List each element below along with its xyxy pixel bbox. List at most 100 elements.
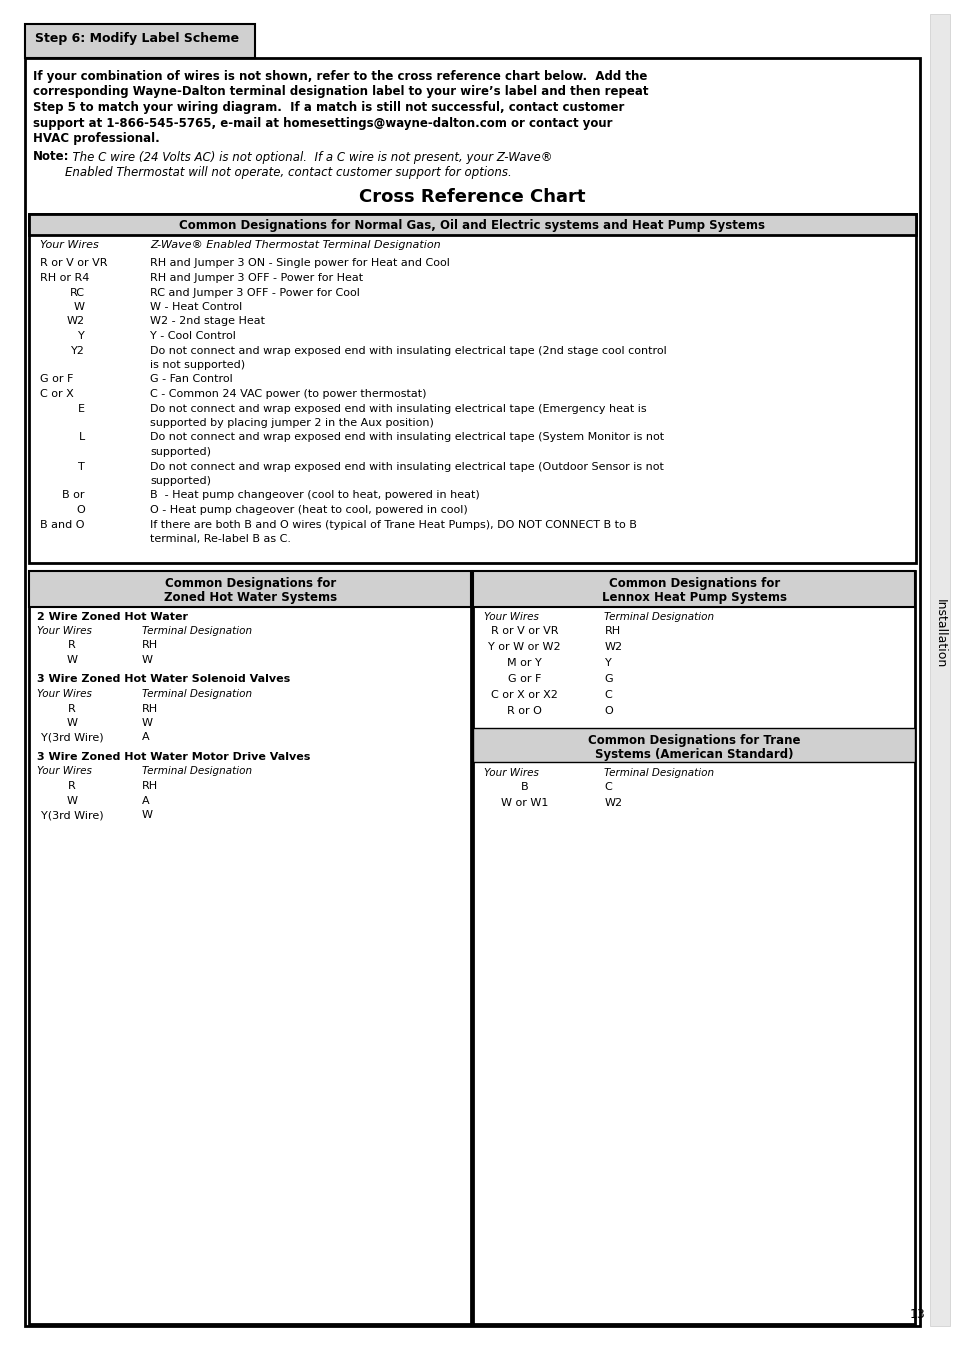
Text: W2: W2	[604, 799, 622, 808]
Text: A: A	[142, 733, 150, 742]
Text: R: R	[68, 781, 76, 791]
Text: Y2: Y2	[71, 345, 85, 356]
Text: G: G	[604, 674, 613, 684]
Text: If there are both B and O wires (typical of Trane Heat Pumps), DO NOT CONNECT B : If there are both B and O wires (typical…	[150, 520, 637, 529]
Text: 3 Wire Zoned Hot Water Motor Drive Valves: 3 Wire Zoned Hot Water Motor Drive Valve…	[37, 751, 310, 762]
Text: C or X or X2: C or X or X2	[491, 691, 558, 700]
Text: Your Wires: Your Wires	[37, 626, 91, 636]
Text: Y - Cool Control: Y - Cool Control	[150, 330, 235, 341]
Text: If your combination of wires is not shown, refer to the cross reference chart be: If your combination of wires is not show…	[33, 70, 647, 83]
Text: terminal, Re-label B as C.: terminal, Re-label B as C.	[150, 533, 291, 544]
Text: O: O	[604, 705, 613, 716]
Text: W: W	[142, 810, 152, 821]
Text: Terminal Designation: Terminal Designation	[604, 612, 714, 621]
Text: Step 5 to match your wiring diagram.  If a match is still not successful, contac: Step 5 to match your wiring diagram. If …	[33, 102, 623, 114]
Text: W2 - 2nd stage Heat: W2 - 2nd stage Heat	[150, 317, 265, 326]
Text: W - Heat Control: W - Heat Control	[150, 302, 242, 311]
Text: Systems (American Standard): Systems (American Standard)	[595, 747, 793, 761]
Text: W or W1: W or W1	[500, 799, 548, 808]
Text: Installation: Installation	[933, 600, 945, 669]
Text: Y: Y	[604, 658, 611, 668]
Text: Y: Y	[78, 330, 85, 341]
Text: supported): supported)	[150, 477, 211, 486]
Text: supported by placing jumper 2 in the Aux position): supported by placing jumper 2 in the Aux…	[150, 418, 434, 428]
Text: The C wire (24 Volts AC) is not optional.  If a C wire is not present, your Z-Wa: The C wire (24 Volts AC) is not optional…	[65, 150, 552, 164]
Text: RH: RH	[142, 704, 158, 714]
Text: Common Designations for Trane: Common Designations for Trane	[587, 734, 800, 747]
FancyBboxPatch shape	[29, 214, 915, 234]
Text: R or O: R or O	[507, 705, 541, 716]
FancyBboxPatch shape	[25, 24, 254, 58]
FancyBboxPatch shape	[473, 728, 914, 762]
Text: RC: RC	[70, 287, 85, 298]
Text: W: W	[67, 796, 77, 806]
Text: Do not connect and wrap exposed end with insulating electrical tape (Outdoor Sen: Do not connect and wrap exposed end with…	[150, 462, 663, 471]
FancyBboxPatch shape	[29, 570, 471, 607]
Text: supported): supported)	[150, 447, 211, 458]
Text: Common Designations for: Common Designations for	[608, 578, 779, 590]
Text: G - Fan Control: G - Fan Control	[150, 375, 233, 385]
Text: C: C	[604, 783, 612, 792]
Text: Step 6: Modify Label Scheme: Step 6: Modify Label Scheme	[35, 32, 239, 45]
Text: RH: RH	[142, 640, 158, 650]
Text: Terminal Designation: Terminal Designation	[604, 768, 714, 779]
Text: Do not connect and wrap exposed end with insulating electrical tape (Emergency h: Do not connect and wrap exposed end with…	[150, 403, 646, 413]
FancyBboxPatch shape	[473, 570, 914, 607]
Text: Your Wires: Your Wires	[37, 689, 91, 699]
Text: 2 Wire Zoned Hot Water: 2 Wire Zoned Hot Water	[37, 612, 188, 621]
Text: Terminal Designation: Terminal Designation	[142, 626, 252, 636]
Text: W: W	[67, 655, 77, 665]
Text: Terminal Designation: Terminal Designation	[142, 689, 252, 699]
Text: 3 Wire Zoned Hot Water Solenoid Valves: 3 Wire Zoned Hot Water Solenoid Valves	[37, 674, 290, 685]
Text: L: L	[79, 432, 85, 443]
Text: RH and Jumper 3 ON - Single power for Heat and Cool: RH and Jumper 3 ON - Single power for He…	[150, 259, 450, 268]
Text: W: W	[67, 718, 77, 728]
Text: B and O: B and O	[40, 520, 85, 529]
Text: Cross Reference Chart: Cross Reference Chart	[359, 187, 585, 206]
Text: Your Wires: Your Wires	[484, 768, 538, 779]
Text: R or V or VR: R or V or VR	[490, 626, 558, 636]
Text: B  - Heat pump changeover (cool to heat, powered in heat): B - Heat pump changeover (cool to heat, …	[150, 490, 479, 501]
Text: R: R	[68, 704, 76, 714]
Text: Y(3rd Wire): Y(3rd Wire)	[41, 810, 103, 821]
Text: Your Wires: Your Wires	[37, 766, 91, 776]
Text: 13: 13	[908, 1308, 924, 1322]
Text: Y(3rd Wire): Y(3rd Wire)	[41, 733, 103, 742]
Text: Your Wires: Your Wires	[484, 612, 538, 621]
Text: Common Designations for: Common Designations for	[165, 578, 335, 590]
FancyBboxPatch shape	[25, 58, 919, 1326]
FancyBboxPatch shape	[473, 570, 914, 1324]
Text: RH: RH	[142, 781, 158, 791]
Text: W: W	[142, 655, 152, 665]
Text: A: A	[142, 796, 150, 806]
Text: C or X: C or X	[40, 389, 73, 399]
Text: Do not connect and wrap exposed end with insulating electrical tape (System Moni: Do not connect and wrap exposed end with…	[150, 432, 663, 443]
Text: support at 1-866-545-5765, e-mail at homesettings@wayne-dalton.com or contact yo: support at 1-866-545-5765, e-mail at hom…	[33, 116, 612, 130]
Text: RH: RH	[604, 626, 620, 636]
FancyBboxPatch shape	[29, 570, 471, 1324]
FancyBboxPatch shape	[929, 14, 949, 1326]
Text: T: T	[78, 462, 85, 471]
Text: is not supported): is not supported)	[150, 360, 245, 370]
Text: Do not connect and wrap exposed end with insulating electrical tape (2nd stage c: Do not connect and wrap exposed end with…	[150, 345, 666, 356]
Text: RC and Jumper 3 OFF - Power for Cool: RC and Jumper 3 OFF - Power for Cool	[150, 287, 359, 298]
Text: RH or R4: RH or R4	[40, 274, 90, 283]
Text: Common Designations for Normal Gas, Oil and Electric systems and Heat Pump Syste: Common Designations for Normal Gas, Oil …	[179, 218, 764, 232]
Text: Zoned Hot Water Systems: Zoned Hot Water Systems	[164, 592, 336, 604]
Text: Y or W or W2: Y or W or W2	[488, 642, 560, 653]
Text: Note:: Note:	[33, 150, 70, 164]
Text: C - Common 24 VAC power (to power thermostat): C - Common 24 VAC power (to power thermo…	[150, 389, 426, 399]
Text: W: W	[142, 718, 152, 728]
Text: HVAC professional.: HVAC professional.	[33, 131, 159, 145]
Text: Lennox Heat Pump Systems: Lennox Heat Pump Systems	[601, 592, 786, 604]
Text: W2: W2	[604, 642, 622, 653]
Text: O - Heat pump chageover (heat to cool, powered in cool): O - Heat pump chageover (heat to cool, p…	[150, 505, 467, 515]
Text: G or F: G or F	[40, 375, 73, 385]
Text: R: R	[68, 640, 76, 650]
Text: Terminal Designation: Terminal Designation	[142, 766, 252, 776]
Text: B or: B or	[63, 490, 85, 501]
FancyBboxPatch shape	[29, 214, 915, 562]
Text: corresponding Wayne-Dalton terminal designation label to your wire’s label and t: corresponding Wayne-Dalton terminal desi…	[33, 85, 648, 99]
Text: E: E	[78, 403, 85, 413]
Text: R or V or VR: R or V or VR	[40, 259, 108, 268]
